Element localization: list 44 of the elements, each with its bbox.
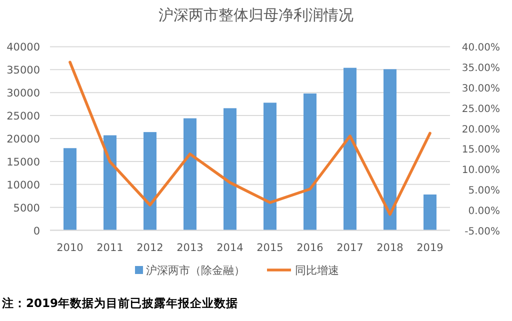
- y-tick-label: 30000: [6, 88, 40, 100]
- x-tick-label: 2013: [176, 242, 204, 254]
- x-tick-label: 2015: [256, 242, 284, 254]
- y2-tick-label: -5.00%: [464, 226, 500, 238]
- legend-label: 同比增速: [295, 264, 339, 277]
- y2-tick-label: 30.00%: [462, 84, 500, 94]
- bar: [424, 194, 436, 230]
- x-tick-label: 2019: [416, 242, 444, 254]
- chart-title: 沪深两市整体归母净利润情况: [158, 6, 354, 24]
- y-tick-label: 0: [33, 225, 40, 238]
- bar: [144, 132, 156, 230]
- y-tick-label: 40000: [6, 42, 40, 54]
- x-tick-label: 2010: [56, 242, 84, 254]
- line-series: [68, 60, 432, 216]
- y2-tick-label: 35.00%: [462, 63, 500, 74]
- bar: [304, 94, 316, 230]
- x-tick-label: 2014: [216, 242, 244, 254]
- legend-label: 沪深两市（除金融）: [146, 264, 245, 277]
- y2-tick-label: 20.00%: [462, 124, 500, 136]
- y-tick-label: 20000: [6, 134, 40, 146]
- y2-tick-label: 40.00%: [462, 42, 500, 54]
- x-tick-label: 2012: [136, 242, 164, 254]
- bar: [384, 69, 396, 230]
- y2-tick-label: 0.00%: [468, 206, 500, 217]
- bar: [104, 135, 116, 230]
- x-tick-label: 2016: [296, 242, 324, 254]
- bar: [184, 118, 196, 230]
- x-tick-label: 2017: [336, 242, 364, 254]
- y2-tick-label: 10.00%: [462, 165, 500, 176]
- y-tick-label: 15000: [6, 156, 40, 168]
- y-tick-label: 10000: [6, 179, 40, 192]
- y2-tick-label: 15.00%: [462, 144, 500, 156]
- y2-tick-label: 5.00%: [468, 186, 500, 196]
- text: 注：2019年数据为目前已披露年报企业数据: [1, 296, 238, 310]
- x-tick-label: 2011: [96, 242, 124, 254]
- y-tick-label: 35000: [6, 64, 40, 77]
- bar: [224, 108, 236, 230]
- y-tick-label: 25000: [6, 110, 40, 123]
- x-tick-label: 2018: [376, 242, 404, 254]
- y-tick-label: 5000: [13, 202, 40, 214]
- bar: [344, 68, 356, 230]
- bar: [64, 148, 76, 230]
- bar: [264, 102, 276, 230]
- y2-tick-label: 25.00%: [462, 104, 500, 115]
